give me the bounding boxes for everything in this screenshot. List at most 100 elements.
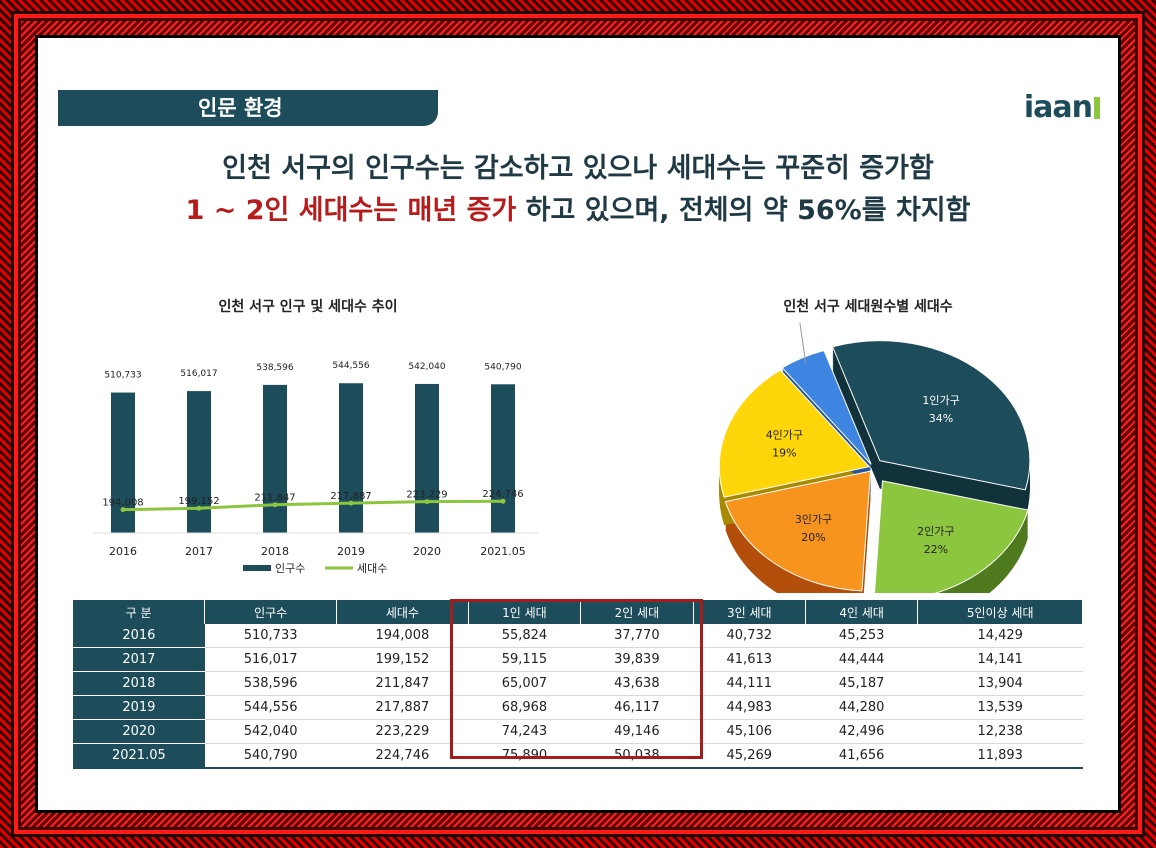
table-cell: 74,243	[468, 719, 581, 744]
pie-leader-line	[799, 323, 807, 364]
legend-swatch-population	[243, 565, 271, 571]
line-data-label: 223,229	[406, 490, 447, 501]
table-cell: 223,229	[336, 719, 469, 744]
table-header-cell: 4인 세대	[805, 600, 919, 624]
x-tick-label: 2019	[337, 545, 365, 558]
table-row-year: 2020	[73, 719, 205, 744]
line-point	[500, 498, 506, 504]
line-point	[272, 502, 278, 508]
table-cell: 13,904	[917, 671, 1083, 696]
table-cell: 45,269	[693, 743, 806, 769]
table-cell: 12,238	[917, 719, 1083, 744]
line-point	[120, 507, 126, 513]
table-header-cell: 3인 세대	[693, 600, 806, 624]
pie-slice-pct: 5%	[736, 323, 753, 325]
table-cell: 11,893	[917, 743, 1083, 769]
table-cell: 199,152	[336, 647, 469, 672]
table-header-cell: 인구수	[204, 600, 337, 624]
table-cell: 40,732	[693, 624, 806, 648]
table-cell: 45,253	[805, 624, 918, 648]
table-cell: 540,790	[204, 743, 337, 769]
headline-rest: 하고 있으며, 전체의 약 56%를 차지함	[516, 195, 971, 226]
table-body: 2016 510,733 194,008 55,824 37,770 40,732 45,2…	[73, 624, 1083, 769]
pie-slice-pct: 20%	[801, 531, 825, 544]
bar-data-label: 542,040	[408, 362, 445, 372]
legend-label-households: 세대수	[357, 562, 387, 575]
table-header-cell: 2인 세대	[580, 600, 694, 624]
line-data-label: 224,746	[482, 489, 523, 500]
bar-data-label: 510,733	[104, 371, 141, 381]
table-cell: 39,839	[580, 647, 694, 672]
bar-data-label: 538,596	[256, 363, 293, 373]
line-point	[196, 505, 202, 511]
table-header-cell: 구 분	[73, 600, 206, 624]
table-row-year: 2018	[73, 671, 205, 696]
population-household-chart: 510,733 2016 516,017 2017 538,596 2018 544,556…	[93, 361, 538, 575]
pie-slice-label: 1인가구	[922, 394, 959, 407]
line-data-label: 194,008	[102, 498, 143, 509]
table-cell: 13,539	[917, 695, 1083, 720]
headline-line-2: 1 ~ 2인 세대수는 매년 증가 하고 있으며, 전체의 약 56%를 차지함	[38, 188, 1118, 227]
iaan-logo: iaan	[1024, 90, 1100, 125]
section-tab: 인문 환경	[58, 90, 438, 126]
headline-line-1: 인천 서구의 인구수는 감소하고 있으나 세대수는 꾸준히 증가함	[222, 153, 934, 184]
table-header-cell: 1인 세대	[468, 600, 582, 624]
table-row-year: 2019	[73, 695, 205, 720]
table-row: 2021.05 540,790 224,746 75,890 50,038 45,269 4…	[73, 743, 1083, 769]
pie-slice	[718, 369, 871, 498]
table-cell: 544,556	[204, 695, 337, 720]
pie-slice	[724, 470, 872, 592]
bar-population	[263, 384, 287, 533]
table-row: 2018 538,596 211,847 65,007 43,638 44,111 45,1…	[73, 671, 1083, 696]
pie-slice	[781, 349, 872, 465]
pie-slice	[831, 340, 1031, 491]
table-cell: 44,444	[805, 647, 918, 672]
table-cell: 59,115	[468, 647, 581, 672]
bar-population	[415, 383, 439, 533]
table-row-year: 2016	[73, 624, 205, 648]
table-cell: 516,017	[204, 647, 337, 672]
headline-highlight: 1 ~ 2인 세대수는 매년 증가	[185, 195, 517, 226]
table-cell: 542,040	[204, 719, 337, 744]
line-data-label: 217,887	[330, 491, 371, 502]
table-cell: 49,146	[580, 719, 694, 744]
bar-population	[187, 391, 211, 533]
household-table: 구 분 인구수 세대수 1인 세대 2인 세대 3인 세대 4인 세대 5인이상 세대 201…	[73, 600, 1083, 769]
table-header-cell: 5인이상 세대	[917, 600, 1083, 624]
table-cell: 65,007	[468, 671, 581, 696]
table-cell: 538,596	[204, 671, 337, 696]
table-cell: 45,187	[805, 671, 918, 696]
line-data-label: 199,152	[178, 496, 219, 507]
table-cell: 41,656	[805, 743, 918, 769]
pie-slice-label: 3인가구	[795, 513, 832, 526]
table-row: 2017 516,017 199,152 59,115 39,839 41,613 44,4…	[73, 647, 1083, 672]
bar-data-label: 516,017	[180, 369, 217, 379]
pie-slice-pct: 22%	[924, 543, 948, 556]
bar-data-label: 544,556	[332, 361, 369, 371]
x-tick-label: 2021.05	[480, 545, 526, 558]
logo-text: iaan	[1023, 90, 1093, 125]
table-header-row: 구 분 인구수 세대수 1인 세대 2인 세대 3인 세대 4인 세대 5인이상 세대	[73, 600, 1083, 624]
table-cell: 46,117	[580, 695, 694, 720]
pie-slice-label: 4인가구	[766, 429, 803, 442]
line-data-label: 211,847	[254, 493, 295, 504]
bar-data-label: 540,790	[484, 362, 521, 372]
pie-chart-title: 인천 서구 세대원수별 세대수	[783, 299, 953, 315]
table-row: 2020 542,040 223,229 74,243 49,146 45,106 42,4…	[73, 719, 1083, 744]
table-cell: 44,111	[693, 671, 806, 696]
pie-slice-label: 2인가구	[917, 525, 954, 538]
x-tick-label: 2020	[413, 545, 441, 558]
table-cell: 14,141	[917, 647, 1083, 672]
pie-slice	[873, 480, 1029, 593]
table-cell: 211,847	[336, 671, 469, 696]
table-cell: 44,983	[693, 695, 806, 720]
table-row-year: 2021.05	[73, 743, 205, 769]
legend-label-population: 인구수	[275, 562, 305, 575]
table-cell: 217,887	[336, 695, 469, 720]
table-cell: 510,733	[204, 624, 337, 648]
highlight-box	[450, 599, 703, 759]
table-cell: 44,280	[805, 695, 918, 720]
bar-chart-title: 인천 서구 인구 및 세대수 추이	[218, 299, 398, 315]
slide: 인문 환경 iaan 인천 서구의 인구수는 감소하고 있으나 세대수는 꾸준히…	[38, 38, 1118, 810]
